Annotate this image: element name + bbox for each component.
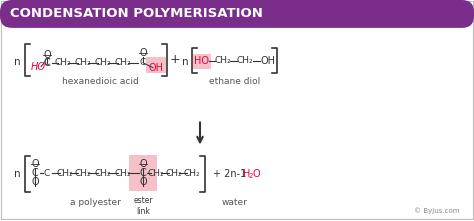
Text: CH₂: CH₂ bbox=[115, 58, 131, 67]
Text: O: O bbox=[139, 177, 147, 187]
Text: a polyester: a polyester bbox=[70, 198, 120, 207]
Text: H: H bbox=[243, 169, 250, 179]
FancyBboxPatch shape bbox=[129, 155, 157, 191]
Text: CH₂: CH₂ bbox=[55, 58, 71, 67]
Text: O: O bbox=[139, 48, 147, 58]
Text: CH₂: CH₂ bbox=[57, 169, 73, 178]
Text: C: C bbox=[140, 58, 146, 67]
Text: CH₂: CH₂ bbox=[75, 169, 91, 178]
Text: O: O bbox=[139, 159, 147, 169]
Text: ester
link: ester link bbox=[133, 196, 153, 215]
Text: CH₂: CH₂ bbox=[75, 58, 91, 67]
Text: HO: HO bbox=[194, 56, 210, 66]
Text: + 2n-1: + 2n-1 bbox=[213, 169, 249, 179]
Text: OH: OH bbox=[261, 56, 275, 66]
Text: hexanedioic acid: hexanedioic acid bbox=[62, 77, 138, 86]
Text: C: C bbox=[32, 168, 38, 178]
Text: C: C bbox=[140, 168, 146, 178]
Text: C: C bbox=[44, 169, 50, 178]
Text: O: O bbox=[31, 159, 39, 169]
Text: CH₂: CH₂ bbox=[184, 169, 201, 178]
Text: CH₂: CH₂ bbox=[237, 56, 253, 65]
Text: O: O bbox=[43, 50, 51, 60]
Text: CH₂: CH₂ bbox=[148, 169, 164, 178]
Text: C: C bbox=[44, 58, 50, 67]
FancyBboxPatch shape bbox=[146, 57, 166, 73]
Text: 2: 2 bbox=[249, 173, 254, 179]
Text: O: O bbox=[253, 169, 261, 179]
Text: ethane diol: ethane diol bbox=[210, 77, 261, 86]
Text: +: + bbox=[170, 53, 180, 66]
Text: CONDENSATION POLYMERISATION: CONDENSATION POLYMERISATION bbox=[10, 8, 263, 20]
Text: water: water bbox=[222, 198, 248, 207]
Text: CH₂: CH₂ bbox=[95, 58, 111, 67]
Text: n: n bbox=[182, 57, 189, 67]
Text: © Byjus.com: © Byjus.com bbox=[414, 208, 460, 214]
Text: n: n bbox=[14, 169, 21, 179]
FancyBboxPatch shape bbox=[0, 0, 474, 28]
Text: C: C bbox=[44, 58, 50, 68]
Text: CH₂: CH₂ bbox=[95, 169, 111, 178]
Text: O: O bbox=[31, 177, 39, 187]
Text: OH: OH bbox=[148, 63, 164, 73]
Text: n: n bbox=[14, 57, 21, 67]
Text: HO: HO bbox=[31, 62, 46, 72]
Text: CH₂: CH₂ bbox=[215, 56, 231, 65]
Text: CH₂: CH₂ bbox=[115, 169, 131, 178]
FancyBboxPatch shape bbox=[193, 54, 211, 69]
Text: CH₂: CH₂ bbox=[166, 169, 182, 178]
